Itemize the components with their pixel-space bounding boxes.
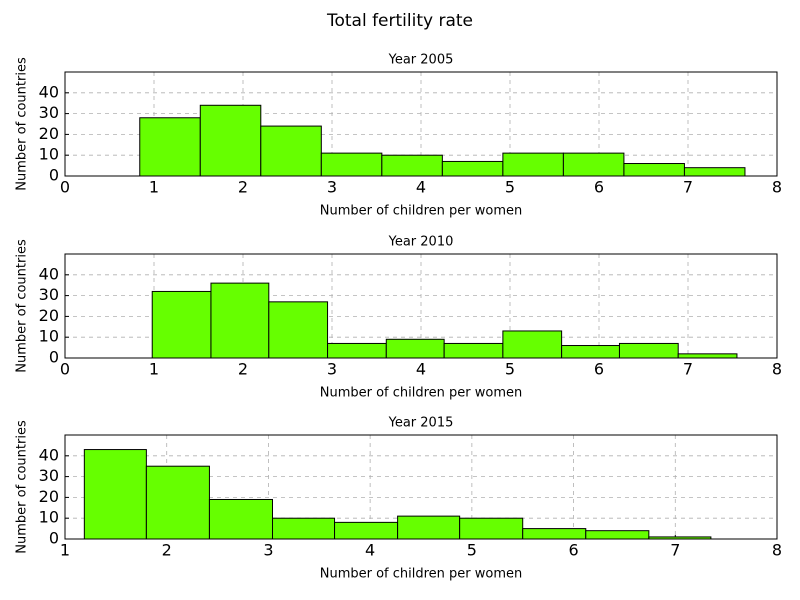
x-tick-label: 6 xyxy=(594,178,604,197)
histogram-bar xyxy=(151,290,212,359)
y-tick-label: 0 xyxy=(49,166,59,185)
histogram-bar xyxy=(210,282,270,359)
histogram-bar xyxy=(585,530,650,540)
histogram-bar xyxy=(381,154,443,177)
histogram-bar xyxy=(260,125,322,177)
x-tick-label: 5 xyxy=(467,541,477,560)
x-tick-label: 3 xyxy=(327,360,337,379)
plot-frame xyxy=(64,253,778,359)
y-tick-label: 20 xyxy=(39,124,59,143)
histogram-bar xyxy=(618,342,679,359)
x-axis-label: Number of children per women xyxy=(320,204,523,219)
x-tick-label: 4 xyxy=(365,541,375,560)
histogram-bar xyxy=(459,517,524,540)
histogram-bar xyxy=(145,465,210,540)
y-tick-label: 0 xyxy=(49,348,59,367)
x-tick-label: 7 xyxy=(670,541,680,560)
x-tick-label: 7 xyxy=(683,178,693,197)
histogram-bar xyxy=(208,498,273,540)
histogram-bar xyxy=(139,117,201,177)
histogram-bar xyxy=(683,167,746,177)
histogram-bar xyxy=(268,301,329,359)
y-axis-label: Number of countries xyxy=(15,239,30,373)
x-tick-label: 1 xyxy=(149,178,159,197)
y-tick-label: 30 xyxy=(39,103,59,122)
x-tick-label: 4 xyxy=(416,178,426,197)
histogram-bar xyxy=(502,152,564,177)
histogram-bar xyxy=(199,104,262,177)
y-tick-label: 40 xyxy=(39,264,59,283)
x-tick-label: 6 xyxy=(594,360,604,379)
x-tick-label: 2 xyxy=(162,541,172,560)
x-tick-label: 5 xyxy=(505,360,515,379)
x-tick-label: 2 xyxy=(238,360,248,379)
histogram-bar xyxy=(443,342,504,359)
histogram-bar xyxy=(320,152,383,177)
x-axis-label: Number of children per women xyxy=(320,567,523,582)
x-tick-label: 1 xyxy=(60,541,70,560)
histogram-bar xyxy=(561,345,620,359)
histogram-bar xyxy=(327,342,387,359)
histogram-bar xyxy=(397,515,461,540)
histogram-bar xyxy=(562,152,625,177)
x-tick-label: 8 xyxy=(772,541,782,560)
panel-title: Year 2015 xyxy=(388,416,454,431)
y-tick-label: 0 xyxy=(49,529,59,548)
y-tick-label: 30 xyxy=(39,466,59,485)
x-tick-label: 0 xyxy=(60,178,70,197)
histogram-bar xyxy=(334,521,399,540)
x-tick-label: 7 xyxy=(683,360,693,379)
x-tick-label: 5 xyxy=(505,178,515,197)
x-tick-label: 0 xyxy=(60,360,70,379)
y-tick-label: 10 xyxy=(39,327,59,346)
histogram-bar xyxy=(677,353,738,359)
y-axis-label: Number of countries xyxy=(15,57,30,191)
y-tick-label: 40 xyxy=(39,445,59,464)
histogram-bar xyxy=(522,528,587,540)
x-tick-label: 3 xyxy=(263,541,273,560)
panel-title: Year 2010 xyxy=(388,235,454,250)
y-tick-label: 10 xyxy=(39,508,59,527)
y-tick-label: 10 xyxy=(39,145,59,164)
y-tick-label: 30 xyxy=(39,285,59,304)
y-axis-label: Number of countries xyxy=(15,420,30,554)
panel-title: Year 2005 xyxy=(388,53,454,68)
y-tick-label: 40 xyxy=(39,82,59,101)
x-tick-label: 4 xyxy=(416,360,426,379)
histogram-bar xyxy=(83,449,147,540)
y-tick-label: 20 xyxy=(39,306,59,325)
x-tick-label: 2 xyxy=(238,178,248,197)
histogram-bar xyxy=(623,163,685,177)
figure-title: Total fertility rate xyxy=(326,11,473,31)
histogram-bar xyxy=(441,160,504,177)
x-tick-label: 6 xyxy=(568,541,578,560)
histogram-bar xyxy=(271,517,336,540)
x-tick-label: 1 xyxy=(149,360,159,379)
histogram-bar xyxy=(385,338,445,359)
x-axis-label: Number of children per women xyxy=(320,386,523,401)
histogram-bar xyxy=(502,330,563,359)
plot-frame xyxy=(64,71,778,177)
x-tick-label: 8 xyxy=(772,178,782,197)
x-tick-label: 3 xyxy=(327,178,337,197)
plot-frame xyxy=(64,434,778,540)
x-tick-label: 8 xyxy=(772,360,782,379)
y-tick-label: 20 xyxy=(39,487,59,506)
